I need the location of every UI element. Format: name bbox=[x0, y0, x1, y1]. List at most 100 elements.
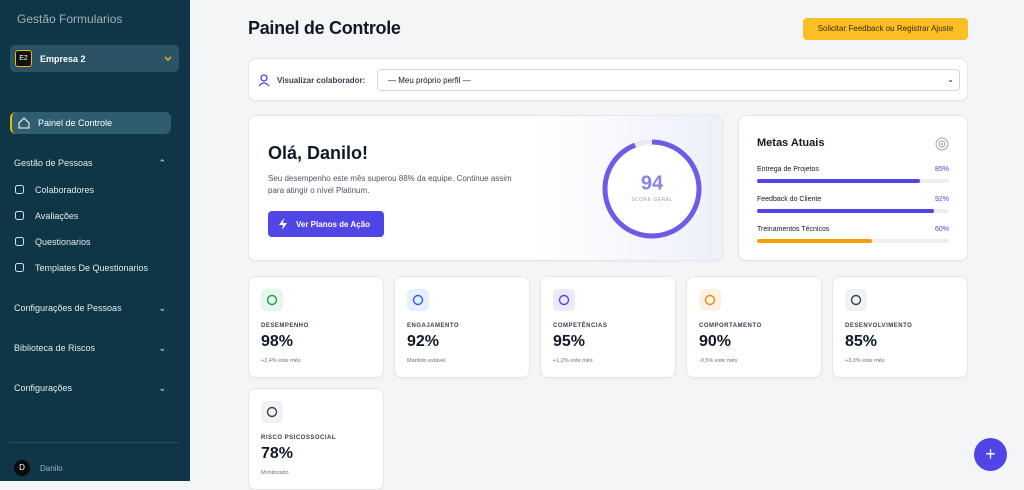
button-label: Ver Planos de Ação bbox=[296, 220, 370, 229]
score-ring: 94 SCORE GERAL bbox=[602, 139, 702, 239]
nav-section[interactable]: Gestão de Pessoas ⌃ bbox=[14, 158, 166, 169]
score-label: SCORE GERAL bbox=[631, 197, 673, 203]
metric-card: DESENVOLVIMENTO 85% +3,0% este mês bbox=[832, 276, 968, 378]
user-name: Danilo bbox=[40, 464, 63, 473]
filter-label: Visualizar colaborador: bbox=[277, 76, 366, 85]
avatar: D bbox=[14, 460, 30, 476]
metric-label: DESENVOLVIMENTO bbox=[845, 323, 913, 329]
chevron: ⌄ bbox=[158, 303, 166, 313]
metric-icon bbox=[699, 289, 721, 311]
score-value: 94 bbox=[641, 172, 664, 194]
action-button[interactable]: Ver Planos de Ação bbox=[268, 211, 384, 237]
goals-title: Metas Atuais bbox=[757, 137, 825, 149]
icon-glyph bbox=[412, 294, 424, 306]
nav-label: Avaliações bbox=[35, 210, 79, 221]
metric-value: 98% bbox=[261, 333, 294, 350]
metric-icon bbox=[845, 289, 867, 311]
chevron bbox=[164, 56, 172, 61]
goals-card: Metas Atuais Entrega de Projetos 85% Feedb… bbox=[738, 115, 968, 261]
welcome-text: Seu desempenho este mês superou 88% da e… bbox=[268, 174, 512, 195]
sidebar: Gestão Formularios E2 Empresa 2 Painel d… bbox=[0, 0, 190, 481]
divider bbox=[10, 442, 179, 443]
nav-group[interactable]: Configurações ⌄ bbox=[14, 383, 166, 394]
nav-icon bbox=[15, 211, 24, 220]
metric-label: RISCO PSICOSSOCIAL bbox=[261, 435, 337, 441]
nav-label: Painel de Controle bbox=[38, 118, 113, 128]
feedback-button[interactable]: Solicitar Feedback ou Registrar Ajuste bbox=[803, 18, 968, 40]
metric-card: ENGAJAMENTO 92% Mantido estável bbox=[394, 276, 530, 378]
icon-glyph bbox=[558, 294, 570, 306]
nav-label: Questionarios bbox=[35, 236, 91, 247]
metric-icon bbox=[407, 289, 429, 311]
metric-label: COMPETÊNCIAS bbox=[553, 323, 608, 329]
welcome-card: Olá, Danilo! Seu desempenho este mês sup… bbox=[248, 115, 723, 261]
welcome-title: Olá, Danilo! bbox=[268, 143, 369, 163]
nav-icon bbox=[15, 263, 24, 272]
collaborator-select[interactable]: — Meu próprio perfil — ⌄ bbox=[377, 69, 960, 91]
brand: Gestão Formularios bbox=[17, 12, 123, 26]
group-label: Configurações de Pessoas bbox=[14, 303, 122, 313]
metric-card: RISCO PSICOSSOCIAL 78% Monitorado bbox=[248, 388, 384, 490]
metric-label: COMPORTAMENTO bbox=[699, 323, 762, 329]
goal-percent: 60% bbox=[934, 226, 949, 233]
nav-active[interactable]: Painel de Controle bbox=[10, 112, 171, 134]
goal-bar bbox=[757, 179, 921, 183]
chevron: ⌄ bbox=[158, 383, 166, 393]
nav-item[interactable]: Templates De Questionarios bbox=[14, 262, 148, 273]
nav-item[interactable]: Colaboradores bbox=[14, 184, 94, 195]
nav-label: Templates De Questionarios bbox=[35, 262, 149, 273]
nav-group[interactable]: Biblioteca de Riscos ⌄ bbox=[14, 343, 166, 354]
goal-bar bbox=[757, 209, 934, 213]
page-title: Painel de Controle bbox=[248, 18, 401, 38]
chevron: ⌄ bbox=[158, 343, 166, 353]
icon-glyph bbox=[266, 294, 278, 306]
nav-item[interactable]: Avaliações bbox=[14, 210, 78, 221]
metric-icon bbox=[553, 289, 575, 311]
metric-value: 85% bbox=[845, 333, 878, 350]
nav-icon bbox=[15, 237, 24, 246]
goal-percent: 92% bbox=[934, 196, 949, 203]
bolt-icon bbox=[279, 218, 287, 230]
group-label: Biblioteca de Riscos bbox=[14, 343, 96, 353]
metric-card: DESEMPENHO 98% +2,4% este mês bbox=[248, 276, 384, 378]
nav-label: Colaboradores bbox=[35, 184, 95, 195]
home-icon bbox=[18, 117, 30, 129]
metric-icon bbox=[261, 289, 283, 311]
metric-label: DESEMPENHO bbox=[261, 323, 309, 329]
metric-icon bbox=[261, 401, 283, 423]
ring-progress bbox=[602, 139, 702, 239]
nav-group[interactable]: Configurações de Pessoas ⌄ bbox=[14, 303, 166, 314]
metric-card: COMPETÊNCIAS 95% +1,2% este mês bbox=[540, 276, 676, 378]
metric-note: +2,4% este mês bbox=[261, 358, 301, 364]
metric-note: Mantido estável bbox=[407, 358, 446, 364]
fab[interactable]: + bbox=[974, 438, 1007, 471]
company-select[interactable]: E2 Empresa 2 bbox=[10, 45, 179, 72]
section-title: Gestão de Pessoas bbox=[14, 158, 93, 168]
icon-glyph bbox=[850, 294, 862, 306]
metric-value: 95% bbox=[553, 333, 586, 350]
select-value: — Meu próprio perfil — bbox=[388, 76, 471, 85]
metric-card: COMPORTAMENTO 90% -0,5% este mês bbox=[686, 276, 822, 378]
metric-note: -0,5% este mês bbox=[699, 358, 738, 364]
goal-name: Entrega de Projetos bbox=[757, 166, 819, 173]
user-icon bbox=[259, 74, 270, 87]
nav-icon bbox=[15, 185, 24, 194]
target-icon bbox=[935, 137, 949, 151]
icon-glyph bbox=[266, 406, 278, 418]
metric-note: Monitorado bbox=[261, 470, 289, 476]
company-name: Empresa 2 bbox=[40, 54, 86, 64]
metric-value: 78% bbox=[261, 445, 294, 462]
nav-item[interactable]: Questionarios bbox=[14, 236, 91, 247]
goal-bar bbox=[757, 239, 873, 243]
chevron: ⌄ bbox=[947, 75, 954, 84]
metric-note: +3,0% este mês bbox=[845, 358, 885, 364]
chevron: ⌃ bbox=[158, 158, 166, 168]
goal-percent: 85% bbox=[934, 166, 949, 173]
metric-value: 90% bbox=[699, 333, 732, 350]
goal-name: Treinamentos Técnicos bbox=[757, 226, 830, 233]
metric-value: 92% bbox=[407, 333, 440, 350]
company-badge: E2 bbox=[15, 50, 32, 67]
group-label: Configurações bbox=[14, 383, 73, 393]
metric-note: +1,2% este mês bbox=[553, 358, 593, 364]
